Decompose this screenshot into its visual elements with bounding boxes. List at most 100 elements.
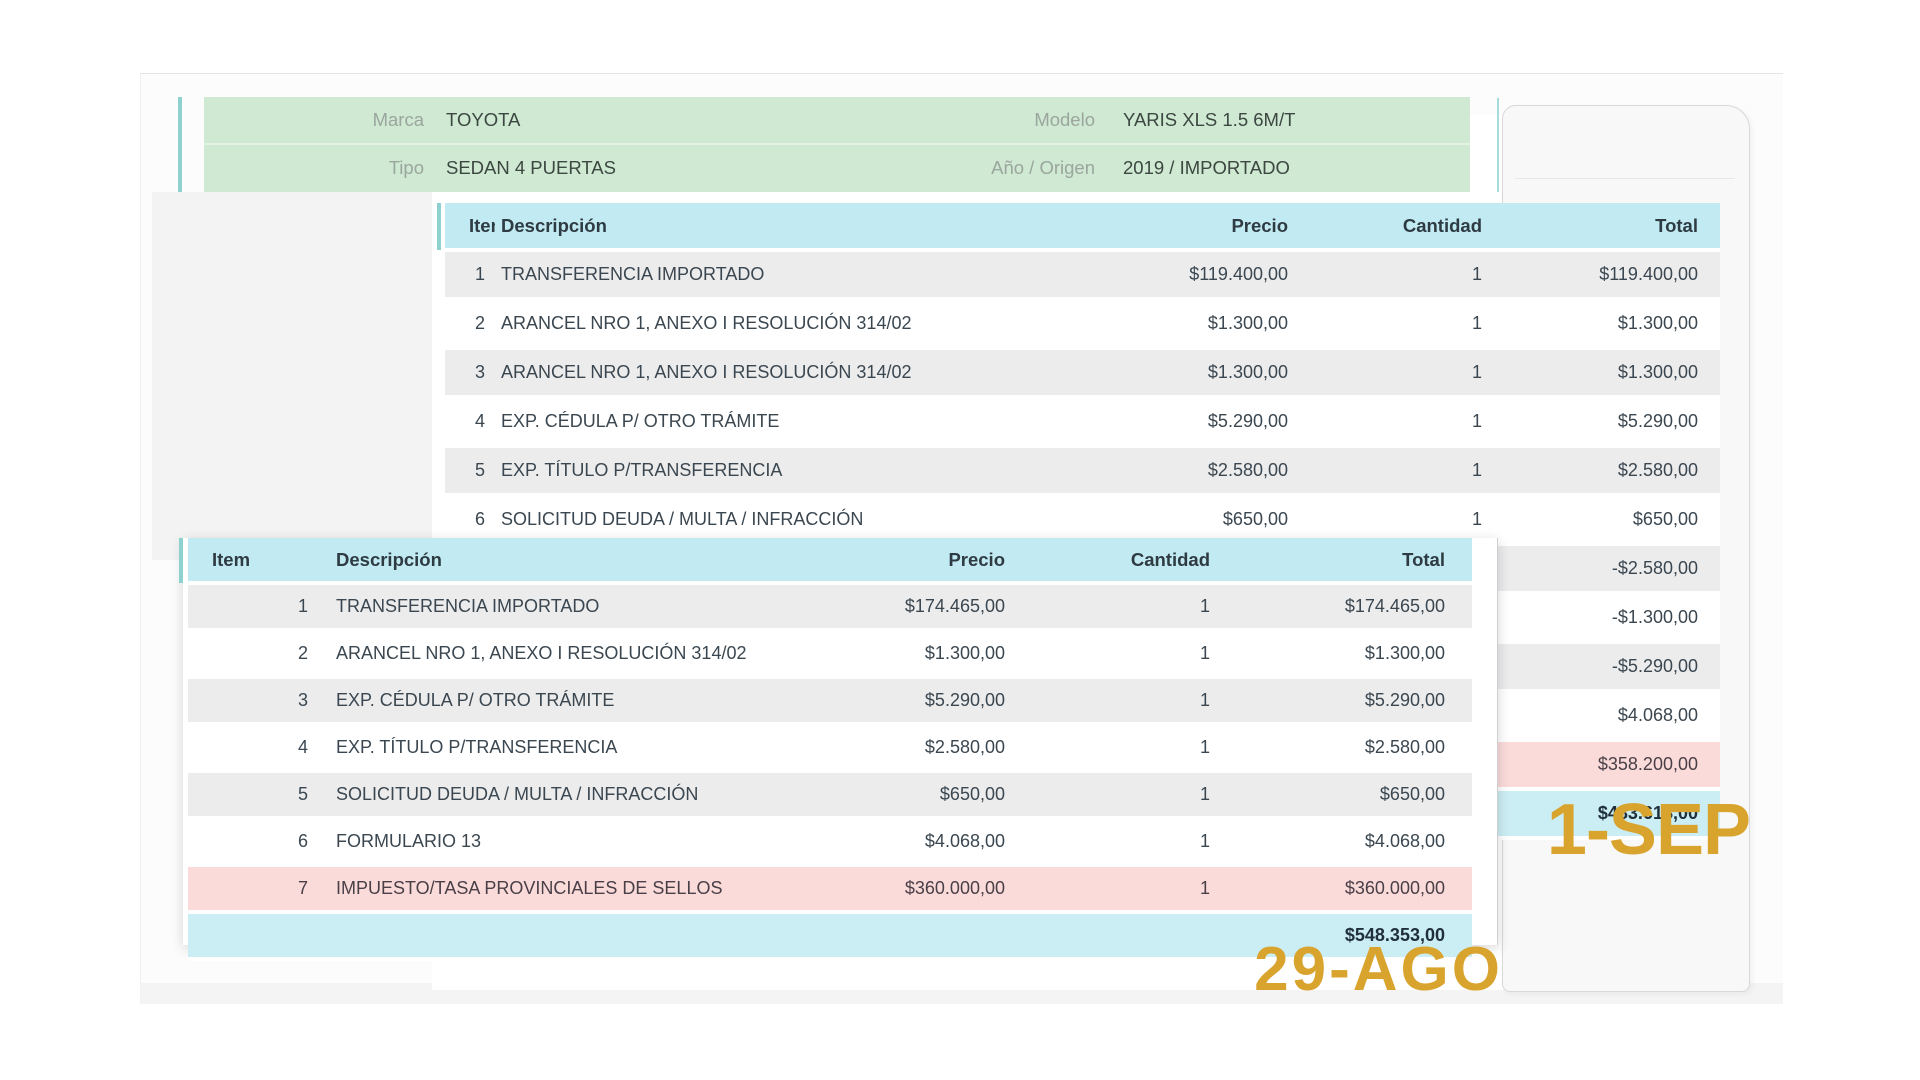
cell-cantidad: 1: [1032, 585, 1237, 632]
cell-cantidad: 1: [1032, 867, 1237, 914]
cell-cantidad: 1: [1032, 820, 1237, 867]
anio-origen-value: 2019 / IMPORTADO: [1123, 156, 1290, 178]
cost-table-29-ago: Item Descripción Precio Cantidad Total 1…: [188, 538, 1472, 961]
table-row: 5 EXP. TÍTULO P/TRANSFERENCIA $2.580,00 1 $2…: [445, 448, 1720, 497]
cell-item: 1: [445, 252, 495, 301]
col-header-cantidad: Cantidad: [1032, 538, 1237, 585]
col-header-total: Total: [1237, 538, 1472, 585]
cell-total: $483.618,00: [1500, 791, 1720, 840]
cell-desc: TRANSFERENCIA IMPORTADO: [495, 252, 1095, 301]
cell-desc: TRANSFERENCIA IMPORTADO: [318, 585, 762, 632]
cell-desc: IMPUESTO/TASA PROVINCIALES DE SELLOS: [318, 867, 762, 914]
cell-item: 4: [445, 399, 495, 448]
cell-total: $1.300,00: [1500, 301, 1720, 350]
cell-item: 3: [445, 350, 495, 399]
cell-cantidad: 1: [1310, 399, 1500, 448]
cell-total: $174.465,00: [1237, 585, 1472, 632]
left-gray-gutter: [152, 192, 432, 560]
cell-cantidad: 1: [1032, 773, 1237, 820]
table-total-row: $548.353,00: [188, 914, 1472, 961]
table-row: 5 SOLICITUD DEUDA / MULTA / INFRACCIÓN $65…: [188, 773, 1472, 820]
cell-cantidad: 1: [1032, 632, 1237, 679]
table-row: 4 EXP. TÍTULO P/TRANSFERENCIA $2.580,00 1 $2…: [188, 726, 1472, 773]
cell-total: $650,00: [1500, 497, 1720, 546]
cell-total: $1.300,00: [1500, 350, 1720, 399]
cell-total: $4.068,00: [1500, 693, 1720, 742]
table-row: 3 EXP. CÉDULA P/ OTRO TRÁMITE $5.290,00 1 $5…: [188, 679, 1472, 726]
cell-precio: [762, 914, 1032, 961]
col-header-total: Total: [1500, 203, 1720, 252]
cell-precio: $2.580,00: [1095, 448, 1310, 497]
cell-total: -$2.580,00: [1500, 546, 1720, 595]
cell-desc: EXP. TÍTULO P/TRANSFERENCIA: [318, 726, 762, 773]
cell-total: $2.580,00: [1237, 726, 1472, 773]
col-header-item: Item: [445, 203, 495, 252]
col-header-desc: Descripción: [495, 203, 1095, 252]
col-header-precio: Precio: [762, 538, 1032, 585]
col-header-item: Item: [188, 538, 318, 585]
front-screenshot-card: Item Descripción Precio Cantidad Total 1…: [183, 538, 1498, 961]
cell-item: 1: [188, 585, 318, 632]
cell-item: 2: [445, 301, 495, 350]
modelo-value: YARIS XLS 1.5 6M/T: [1123, 109, 1296, 130]
cell-desc: ARANCEL NRO 1, ANEXO I RESOLUCIÓN 314/02: [495, 301, 1095, 350]
cell-item: 6: [188, 820, 318, 867]
vehicle-info-header: Marca TOYOTA Modelo YARIS XLS 1.5 6M/T T…: [204, 97, 1470, 192]
cell-precio: $5.290,00: [762, 679, 1032, 726]
cell-total: $5.290,00: [1500, 399, 1720, 448]
cell-desc: EXP. CÉDULA P/ OTRO TRÁMITE: [495, 399, 1095, 448]
cell-cantidad: 1: [1310, 301, 1500, 350]
vehicle-header-right-edge: [1497, 98, 1499, 192]
table-row: 1 TRANSFERENCIA IMPORTADO $174.465,00 1 $174…: [188, 585, 1472, 632]
cell-cantidad: [1032, 914, 1237, 961]
table-row: 2 ARANCEL NRO 1, ANEXO I RESOLUCIÓN 314/0…: [445, 301, 1720, 350]
col-header-desc: Descripción: [318, 538, 762, 585]
cell-item: 4: [188, 726, 318, 773]
cell-desc: [318, 914, 762, 961]
cell-item: [188, 914, 318, 961]
date-stamp-1-sep: 1-SEP: [1546, 790, 1751, 870]
cell-total: $650,00: [1237, 773, 1472, 820]
vehicle-info-row: Marca TOYOTA Modelo YARIS XLS 1.5 6M/T: [204, 97, 1470, 143]
cell-total: $119.400,00: [1500, 252, 1720, 301]
cell-cantidad: 1: [1310, 448, 1500, 497]
cell-total: $360.000,00: [1237, 867, 1472, 914]
date-stamp-29-ago: 29-AGO: [1254, 935, 1503, 1004]
col-header-cantidad: Cantidad: [1310, 203, 1500, 252]
table-row: 7 IMPUESTO/TASA PROVINCIALES DE SELLOS $36…: [188, 867, 1472, 914]
cell-total: -$5.290,00: [1500, 644, 1720, 693]
cell-item: 7: [188, 867, 318, 914]
cell-precio: $650,00: [762, 773, 1032, 820]
cell-desc: ARANCEL NRO 1, ANEXO I RESOLUCIÓN 314/02: [318, 632, 762, 679]
cell-precio: $2.580,00: [762, 726, 1032, 773]
modelo-label: Modelo: [1034, 109, 1095, 130]
cell-total: $548.353,00: [1237, 914, 1472, 961]
table-row: 6 FORMULARIO 13 $4.068,00 1 $4.068,00: [188, 820, 1472, 867]
cell-precio: $4.068,00: [762, 820, 1032, 867]
cell-precio: $5.290,00: [1095, 399, 1310, 448]
front-table-accent-bar: [179, 538, 183, 583]
cell-total: $2.580,00: [1500, 448, 1720, 497]
cell-cantidad: 1: [1310, 252, 1500, 301]
cell-desc: SOLICITUD DEUDA / MULTA / INFRACCIÓN: [318, 773, 762, 820]
tipo-value: SEDAN 4 PUERTAS: [446, 156, 616, 178]
table-row: 3 ARANCEL NRO 1, ANEXO I RESOLUCIÓN 314/0…: [445, 350, 1720, 399]
divider-line: [1515, 178, 1735, 179]
table-header-row: Item Descripción Precio Cantidad Total: [188, 538, 1472, 585]
cell-total: -$1.300,00: [1500, 595, 1720, 644]
tipo-label: Tipo: [388, 156, 424, 178]
vehicle-info-row: Tipo SEDAN 4 PUERTAS Año / Origen 2019 /…: [204, 143, 1470, 190]
cell-desc: EXP. TÍTULO P/TRANSFERENCIA: [495, 448, 1095, 497]
cell-total: $1.300,00: [1237, 632, 1472, 679]
cell-cantidad: 1: [1032, 726, 1237, 773]
cell-item: 3: [188, 679, 318, 726]
cell-item: 5: [188, 773, 318, 820]
cell-precio: $174.465,00: [762, 585, 1032, 632]
marca-value: TOYOTA: [446, 109, 521, 130]
table-header-row: Item Descripción Precio Cantidad Total: [445, 203, 1720, 252]
cell-total: $358.200,00: [1500, 742, 1720, 791]
cell-cantidad: 1: [1032, 679, 1237, 726]
cell-total: $5.290,00: [1237, 679, 1472, 726]
col-header-precio: Precio: [1095, 203, 1310, 252]
